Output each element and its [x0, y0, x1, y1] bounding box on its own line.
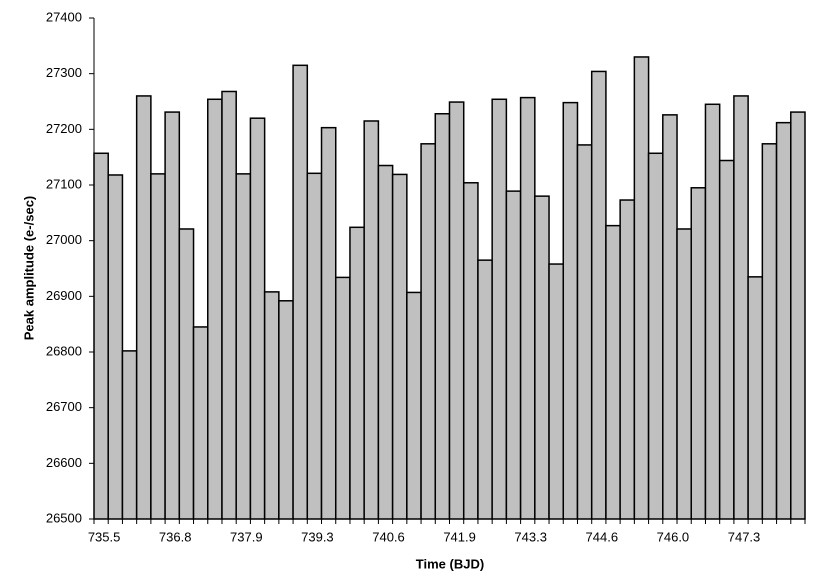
bar — [462, 182, 479, 520]
x-tick-label: 747.3 — [728, 529, 761, 544]
bar — [733, 95, 749, 520]
y-tick-label: 27200 — [46, 121, 82, 136]
bar — [420, 143, 437, 520]
bar — [590, 70, 607, 520]
bar — [164, 111, 181, 520]
bar — [477, 259, 493, 520]
bar — [633, 56, 650, 520]
bar — [334, 276, 351, 520]
bar — [391, 173, 408, 520]
bar — [619, 199, 636, 520]
bar — [434, 112, 451, 520]
bar — [292, 64, 309, 520]
bar — [647, 152, 664, 520]
y-axis-title: Peak amplitude (e-/sec) — [21, 196, 36, 341]
bar — [207, 98, 223, 520]
bar — [306, 172, 323, 520]
bar — [249, 117, 266, 520]
y-tick-label: 26700 — [46, 399, 82, 414]
bar — [235, 173, 252, 520]
bar — [278, 300, 294, 520]
x-tick-label: 735.5 — [88, 529, 121, 544]
bar — [505, 190, 522, 520]
bar — [448, 101, 465, 520]
y-tick-label: 26600 — [46, 455, 82, 470]
bar — [662, 114, 678, 520]
y-tick-label: 27100 — [46, 176, 82, 191]
bar — [221, 90, 237, 520]
bar — [704, 103, 721, 520]
bar — [747, 276, 764, 520]
bar — [192, 326, 209, 520]
bar — [775, 121, 792, 520]
x-tick-label: 740.6 — [372, 529, 405, 544]
bar — [107, 174, 124, 520]
x-tick-label: 739.3 — [301, 529, 334, 544]
bar — [135, 95, 152, 520]
bar — [349, 226, 365, 520]
bar — [121, 350, 138, 520]
bar — [576, 144, 593, 520]
y-tick-label: 26800 — [46, 343, 82, 358]
bar — [718, 159, 735, 520]
bar — [605, 224, 621, 520]
x-tick-label: 741.9 — [443, 529, 476, 544]
bar — [690, 187, 707, 520]
bar — [548, 263, 565, 520]
x-tick-label: 744.6 — [586, 529, 619, 544]
y-tick-label: 27000 — [46, 232, 82, 247]
x-tick-label: 746.0 — [657, 529, 690, 544]
x-tick-label: 743.3 — [514, 529, 547, 544]
bar — [761, 143, 778, 520]
x-axis-title: Time (BJD) — [416, 556, 484, 571]
y-tick-label: 27400 — [46, 9, 82, 24]
bar — [377, 164, 394, 520]
x-tick-label: 737.9 — [230, 529, 263, 544]
bar — [178, 228, 195, 520]
y-tick-label: 27300 — [46, 65, 82, 80]
bar — [263, 291, 280, 520]
bar — [790, 111, 806, 520]
y-tick-label: 26500 — [46, 510, 82, 525]
bar — [150, 173, 166, 520]
x-tick-label: 736.8 — [159, 529, 192, 544]
bar — [534, 195, 550, 520]
bar — [676, 228, 692, 520]
bar — [491, 98, 508, 520]
y-tick-label: 26900 — [46, 288, 82, 303]
bar — [320, 126, 337, 520]
bar — [562, 101, 579, 520]
bar — [93, 152, 109, 520]
bar — [406, 291, 422, 520]
bar — [363, 120, 380, 520]
bar — [519, 96, 536, 520]
